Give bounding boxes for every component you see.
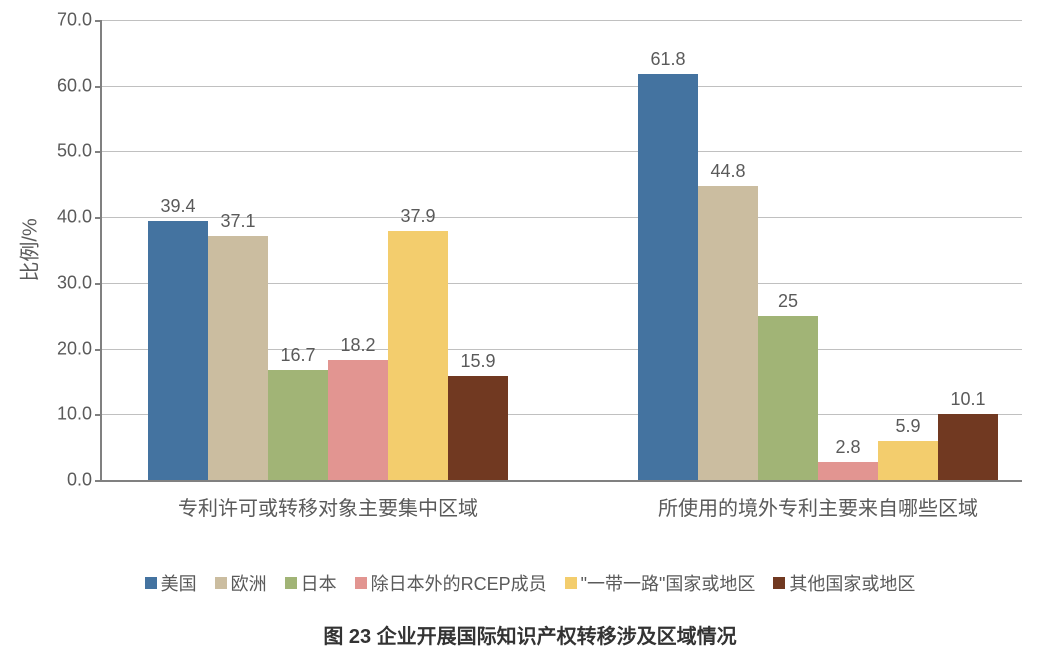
legend-swatch: [355, 577, 367, 589]
ytick-label: 0.0: [67, 470, 102, 491]
bar-value-label: 37.1: [220, 211, 255, 236]
ytick-label: 10.0: [57, 404, 102, 425]
ytick-label: 40.0: [57, 207, 102, 228]
legend: 美国 欧洲 日本 除日本外的RCEP成员 "一带一路"国家或地区 其他国家或地区: [0, 570, 1060, 596]
legend-item: 欧洲: [215, 570, 267, 596]
bar-value-label: 37.9: [400, 206, 435, 231]
bar-value-label: 39.4: [160, 196, 195, 221]
legend-label: 美国: [161, 570, 197, 596]
bar: 18.2: [328, 360, 388, 480]
bar-value-label: 61.8: [650, 49, 685, 74]
bar: 2.8: [818, 462, 878, 480]
bar: 15.9: [448, 376, 508, 480]
bar: 16.7: [268, 370, 328, 480]
bar-value-label: 10.1: [950, 389, 985, 414]
ytick-label: 50.0: [57, 141, 102, 162]
bar-value-label: 18.2: [340, 335, 375, 360]
bar: 10.1: [938, 414, 998, 480]
legend-label: "一带一路"国家或地区: [581, 570, 756, 596]
bar: 25: [758, 316, 818, 480]
bar: 44.8: [698, 186, 758, 480]
legend-label: 除日本外的RCEP成员: [371, 570, 547, 596]
legend-item: "一带一路"国家或地区: [565, 570, 756, 596]
bar: 5.9: [878, 441, 938, 480]
legend-item: 日本: [285, 570, 337, 596]
gridline: [102, 86, 1022, 87]
bar-value-label: 15.9: [460, 351, 495, 376]
bar: 61.8: [638, 74, 698, 480]
legend-swatch: [773, 577, 785, 589]
legend-label: 欧洲: [231, 570, 267, 596]
bar-value-label: 16.7: [280, 345, 315, 370]
bar: 37.9: [388, 231, 448, 480]
bar-value-label: 44.8: [710, 161, 745, 186]
ytick-label: 20.0: [57, 338, 102, 359]
gridline: [102, 20, 1022, 21]
x-category-label: 专利许可或转移对象主要集中区域: [178, 480, 478, 521]
legend-swatch: [145, 577, 157, 589]
legend-swatch: [285, 577, 297, 589]
ytick-label: 70.0: [57, 10, 102, 31]
legend-swatch: [215, 577, 227, 589]
gridline: [102, 151, 1022, 152]
legend-item: 美国: [145, 570, 197, 596]
bar-chart: 比例/% 0.010.020.030.040.050.060.070.039.4…: [0, 0, 1060, 666]
ytick-label: 60.0: [57, 75, 102, 96]
legend-label: 其他国家或地区: [789, 570, 915, 596]
bar: 37.1: [208, 236, 268, 480]
bar-value-label: 2.8: [835, 437, 860, 462]
x-category-label: 所使用的境外专利主要来自哪些区域: [658, 480, 978, 521]
bar: 39.4: [148, 221, 208, 480]
legend-label: 日本: [301, 570, 337, 596]
legend-item: 除日本外的RCEP成员: [355, 570, 547, 596]
legend-swatch: [565, 577, 577, 589]
chart-caption: 图 23 企业开展国际知识产权转移涉及区域情况: [0, 620, 1060, 649]
ytick-label: 30.0: [57, 272, 102, 293]
y-axis-label: 比例/%: [14, 218, 43, 281]
bar-value-label: 25: [778, 291, 798, 316]
plot-area: 0.010.020.030.040.050.060.070.039.437.11…: [100, 20, 1022, 482]
bar-value-label: 5.9: [895, 416, 920, 441]
legend-item: 其他国家或地区: [773, 570, 915, 596]
